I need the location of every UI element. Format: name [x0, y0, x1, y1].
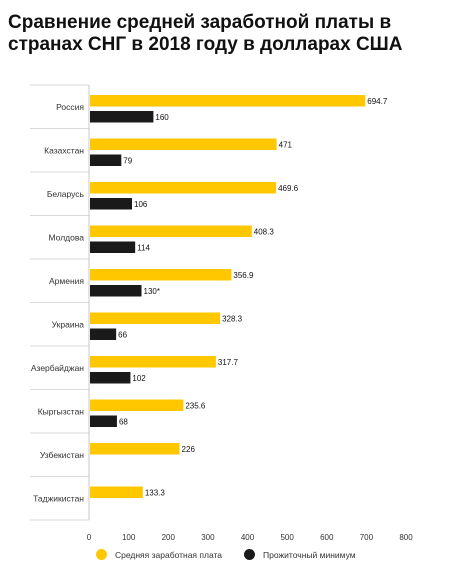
legend-swatch-salary	[96, 549, 107, 560]
legend-swatch-subsistence	[244, 549, 256, 560]
x-tick-label: 400	[241, 533, 255, 542]
data-label-subsistence: 79	[123, 156, 132, 165]
bar-subsistence	[90, 111, 154, 123]
bar-salary	[90, 182, 277, 194]
data-label-subsistence: 102	[132, 374, 146, 383]
data-label-salary: 226	[182, 445, 196, 454]
category-label: Азербайджан	[31, 363, 84, 373]
category-label: Кыргызстан	[38, 406, 85, 416]
category-label: Россия	[56, 102, 84, 112]
category-label: Таджикистан	[33, 493, 84, 503]
data-label-salary: 235.6	[185, 401, 206, 410]
bar-salary	[90, 399, 184, 411]
category-label: Украина	[52, 319, 85, 329]
data-label-subsistence: 114	[137, 243, 150, 252]
legend-item-salary: Средняя заработная плата	[96, 549, 222, 560]
chart-title: Сравнение средней заработной платы в стр…	[8, 12, 403, 55]
category-label: Беларусь	[47, 189, 85, 199]
data-label-salary: 133.3	[145, 488, 166, 497]
x-tick-label: 500	[280, 533, 294, 542]
bar-subsistence	[90, 328, 117, 340]
bar-subsistence	[90, 198, 133, 210]
x-tick-label: 600	[320, 533, 334, 542]
bar-salary	[90, 443, 180, 455]
data-label-salary: 328.3	[222, 314, 243, 323]
bar-salary	[90, 225, 252, 237]
category-label: Казахстан	[44, 145, 84, 155]
bar-salary	[90, 356, 216, 368]
bar-salary	[90, 95, 366, 107]
data-label-salary: 317.7	[218, 358, 239, 367]
bar-salary	[90, 138, 277, 150]
data-label-salary: 408.3	[254, 227, 275, 236]
data-label-salary: 356.9	[233, 271, 254, 280]
bar-subsistence	[90, 154, 122, 166]
data-label-salary: 694.7	[367, 97, 388, 106]
bar-subsistence	[90, 415, 117, 427]
x-tick-label: 0	[87, 533, 92, 542]
x-tick-label: 700	[360, 533, 374, 542]
category-label: Армения	[49, 276, 84, 286]
data-label-subsistence: 160	[155, 113, 169, 122]
bar-salary	[90, 486, 143, 498]
data-label-subsistence: 66	[118, 330, 127, 339]
bar-salary	[90, 312, 221, 324]
bar-salary	[90, 269, 232, 281]
data-label-subsistence: 106	[134, 200, 148, 209]
x-tick-label: 300	[201, 533, 215, 542]
legend-label-subsistence: Прожиточный минимум	[263, 549, 356, 560]
chart-legend: Средняя заработная плата Прожиточный мин…	[96, 549, 378, 560]
data-label-salary: 469.6	[278, 184, 299, 193]
data-label-salary: 471	[279, 140, 293, 149]
category-label: Молдова	[48, 232, 84, 242]
data-label-subsistence: 130*	[144, 287, 160, 296]
category-label: Узбекистан	[40, 450, 84, 460]
x-tick-label: 100	[122, 533, 136, 542]
bar-subsistence	[90, 241, 136, 253]
x-tick-label: 800	[399, 533, 413, 542]
x-tick-label: 200	[162, 533, 176, 542]
bar-subsistence	[90, 285, 142, 297]
data-label-subsistence: 68	[119, 417, 128, 426]
bar-subsistence	[90, 372, 131, 384]
legend-item-subsistence: Прожиточный минимум	[244, 549, 356, 560]
legend-label-salary: Средняя заработная плата	[115, 549, 223, 560]
